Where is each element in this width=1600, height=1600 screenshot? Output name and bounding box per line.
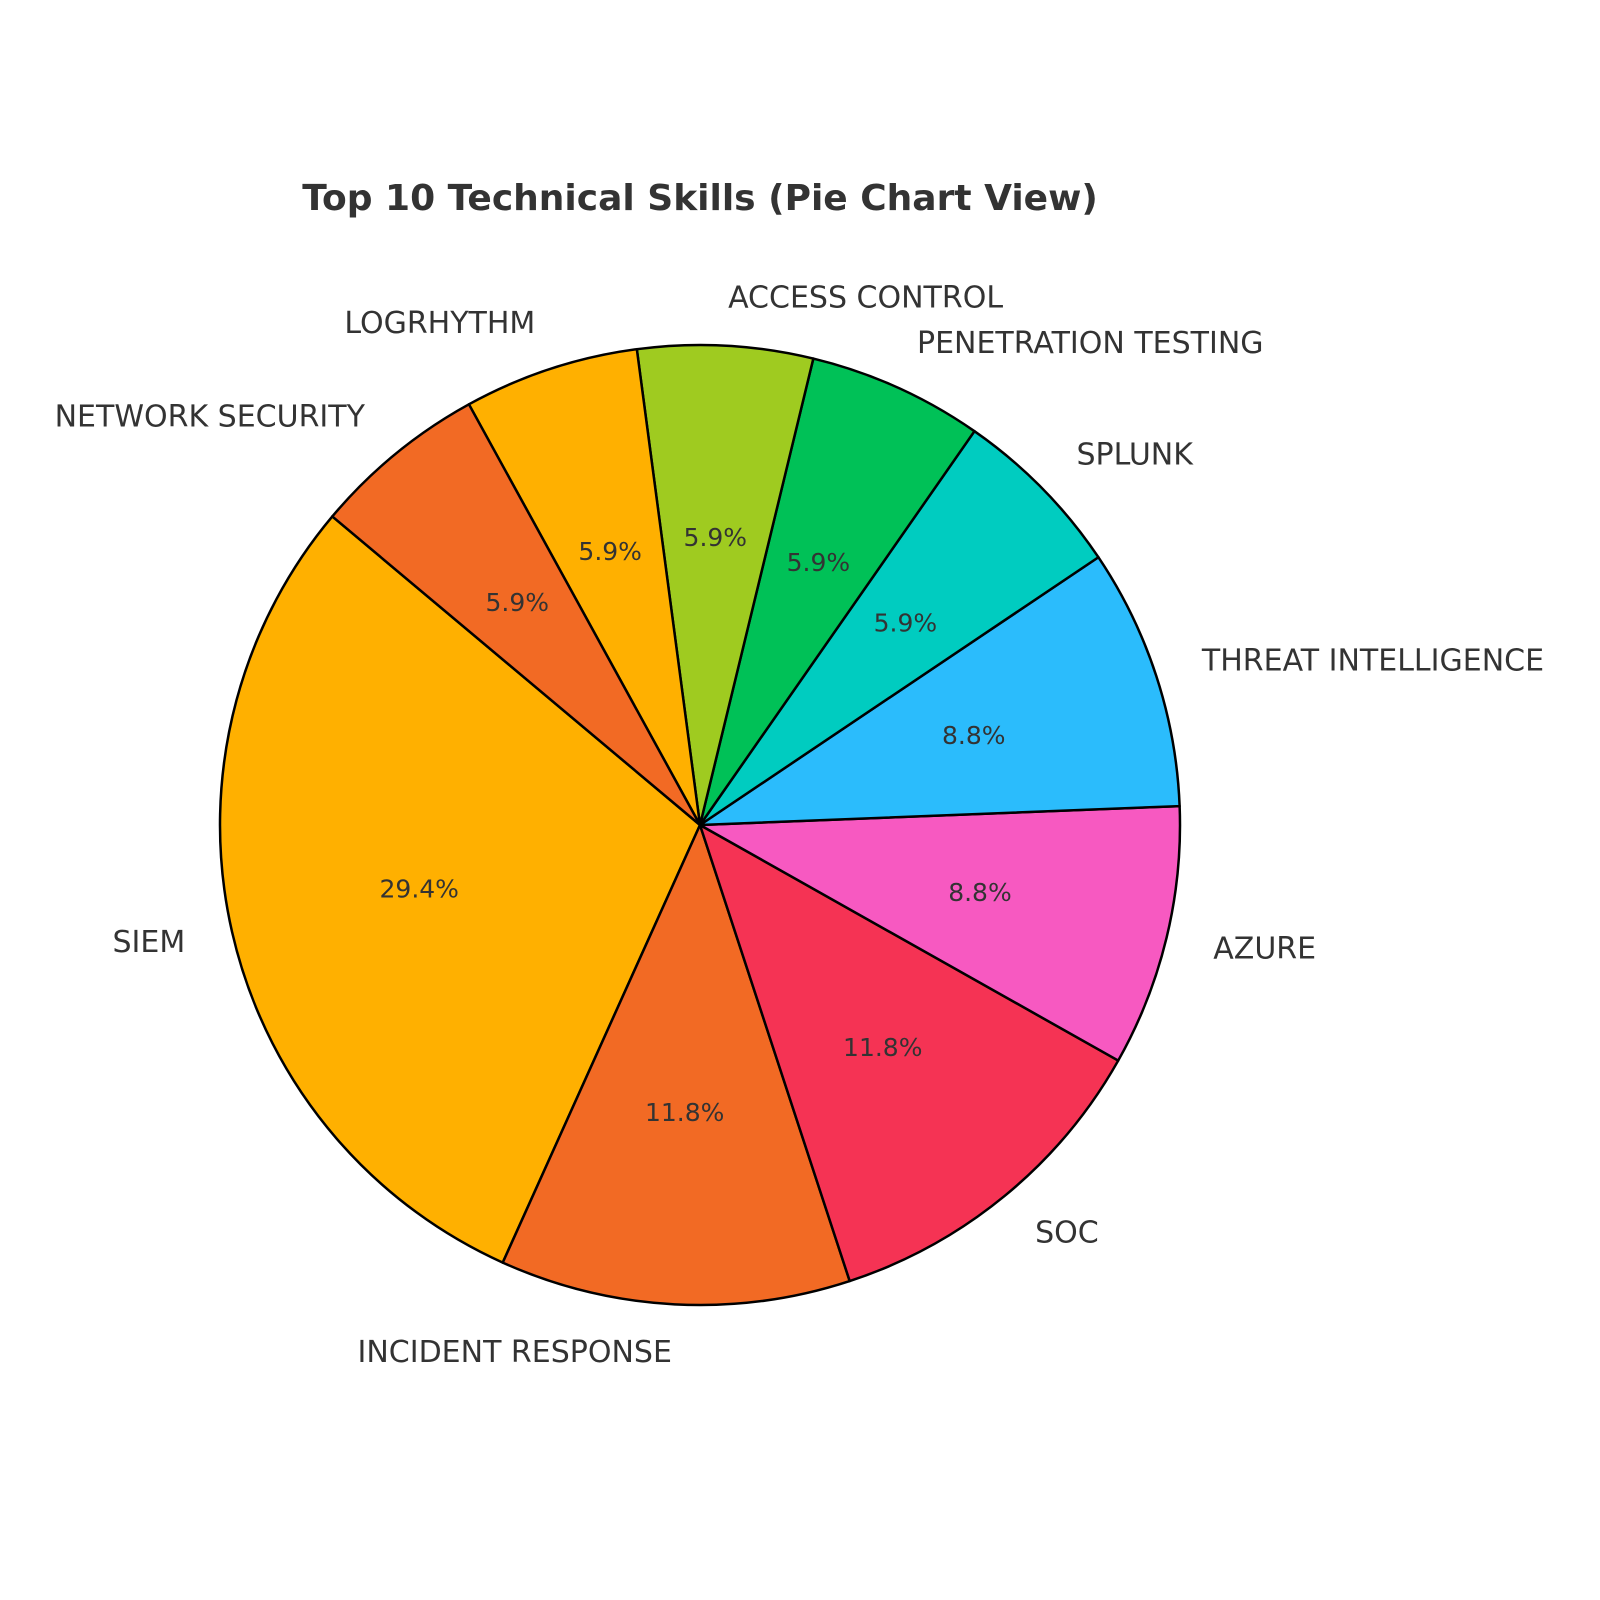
slice-label-penetration-testing: PENETRATION TESTING xyxy=(917,326,1264,361)
pie-slice-incident-response xyxy=(501,823,851,1307)
pct-label-logrhythm: 5.9% xyxy=(578,537,642,566)
pie-slice-access-control xyxy=(635,343,815,827)
pie-slice-logrhythm xyxy=(467,347,702,827)
pct-label-incident-response: 11.8% xyxy=(645,1098,724,1127)
slice-label-network-security: NETWORK SECURITY xyxy=(55,399,366,434)
slice-label-azure: AZURE xyxy=(1213,931,1316,966)
pct-label-penetration-testing: 5.9% xyxy=(787,548,851,577)
pct-label-threat-intelligence: 8.8% xyxy=(942,721,1006,750)
slice-label-splunk: SPLUNK xyxy=(1077,437,1195,472)
slice-label-logrhythm: LOGRHYTHM xyxy=(344,306,535,341)
pct-label-siem: 29.4% xyxy=(380,875,459,904)
pie-slice-azure xyxy=(698,804,1182,1062)
pct-label-network-security: 5.9% xyxy=(485,588,549,617)
pct-label-soc: 11.8% xyxy=(843,1033,922,1062)
pie-slice-siem xyxy=(218,515,702,1264)
pie-slice-penetration-testing xyxy=(698,357,976,827)
pie-slice-splunk xyxy=(698,429,1100,827)
chart-title: Top 10 Technical Skills (Pie Chart View) xyxy=(302,178,1098,219)
pct-label-access-control: 5.9% xyxy=(684,523,748,552)
pie-slice-threat-intelligence xyxy=(698,555,1181,827)
pct-label-azure: 8.8% xyxy=(948,878,1012,907)
slice-label-access-control: ACCESS CONTROL xyxy=(728,280,1003,315)
labels-layer: 29.4% SIEM 11.8% INCIDENT RESPONSE 11.8% SOC 8… xyxy=(55,280,1544,1370)
pie-slice-soc xyxy=(698,823,1120,1283)
pie-slice-network-security xyxy=(331,403,702,827)
slice-label-siem: SIEM xyxy=(113,925,186,960)
slice-label-threat-intelligence: THREAT INTELLIGENCE xyxy=(1201,644,1544,679)
pct-label-splunk: 5.9% xyxy=(874,609,938,638)
slice-label-soc: SOC xyxy=(1035,1216,1099,1251)
slices-layer xyxy=(218,343,1182,1307)
slice-label-incident-response: INCIDENT RESPONSE xyxy=(357,1335,671,1370)
